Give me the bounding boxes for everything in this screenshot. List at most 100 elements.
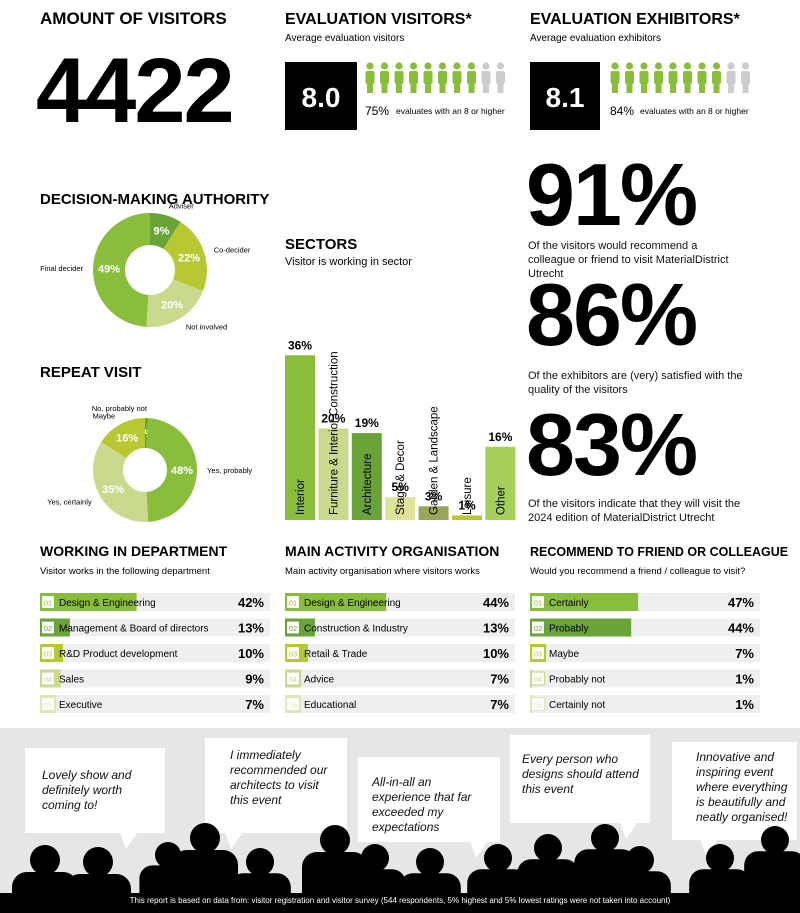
value-label: 44% xyxy=(483,595,509,610)
rank: 01 xyxy=(289,599,297,608)
person-icon xyxy=(741,62,750,70)
audience-head xyxy=(761,826,789,854)
percent: 84% xyxy=(610,104,634,118)
row-background xyxy=(285,644,515,662)
rank-box xyxy=(40,671,56,686)
value-label: 22% xyxy=(178,252,200,264)
rank-box xyxy=(40,620,56,635)
audience-head xyxy=(361,844,389,872)
category-label: Garden & Landscape xyxy=(429,406,441,515)
category-label: Yes, probably xyxy=(207,466,252,475)
donut-segment xyxy=(145,418,149,449)
person-icon xyxy=(425,82,431,93)
category-label: No, probably not xyxy=(92,404,148,413)
value-label: 42% xyxy=(238,595,264,610)
chart-subtitle: Main activity organisation where visitor… xyxy=(285,566,480,577)
speech-tail xyxy=(700,839,718,856)
category-label: Co-decider xyxy=(214,245,251,254)
category-label: Interior xyxy=(295,479,307,515)
rank-box xyxy=(285,645,301,661)
donut-segment xyxy=(93,213,150,327)
rank-box xyxy=(285,620,301,635)
chart-title: MAIN ACTIVITY ORGANISATION xyxy=(285,543,499,559)
value-label: 7% xyxy=(735,646,754,661)
footer-note: This report is based on data from: visit… xyxy=(129,896,671,905)
donut-segment xyxy=(150,213,181,249)
section-subtitle: Average evaluation visitors xyxy=(285,33,404,44)
person-icon xyxy=(697,71,707,84)
rank: 05 xyxy=(44,701,52,710)
person-icon xyxy=(639,71,649,84)
person-icon xyxy=(467,62,476,70)
person-icon xyxy=(380,62,389,70)
testimonial: Lovely show and definitely worth coming … xyxy=(42,768,132,812)
value-label: 1% xyxy=(458,498,476,512)
person-icon xyxy=(654,62,663,70)
value-label: 36% xyxy=(288,338,312,352)
big-stat: 91% xyxy=(526,145,696,244)
person-icon xyxy=(424,62,432,70)
stat-description: Of the visitors indicate that they will … xyxy=(528,498,741,524)
value-label: 49% xyxy=(98,264,120,276)
row-background xyxy=(285,669,515,688)
donut-segment xyxy=(146,418,198,522)
row-background xyxy=(285,618,515,637)
audience-head xyxy=(30,845,60,875)
audience-head xyxy=(767,857,793,883)
value-label: 7% xyxy=(490,672,509,687)
person-icon xyxy=(410,82,417,93)
category-label: Stage & Decor xyxy=(395,440,407,515)
rank: 03 xyxy=(534,650,542,659)
speech-bubble xyxy=(358,757,500,842)
value-label: 7% xyxy=(490,697,509,712)
person-icon xyxy=(654,71,663,84)
person-icon xyxy=(395,62,403,70)
category-label: Sales xyxy=(59,675,84,686)
bar xyxy=(385,497,416,520)
value-label: 7% xyxy=(245,697,264,712)
row-background xyxy=(40,695,270,713)
audience-head xyxy=(190,823,220,853)
speech-bubble xyxy=(25,748,165,833)
big-stat: 83% xyxy=(526,395,696,494)
donut-segment xyxy=(146,279,203,327)
category-label: Management & Board of directors xyxy=(59,624,209,635)
person-icon xyxy=(439,82,446,93)
person-icon xyxy=(438,71,447,84)
bar xyxy=(530,593,639,611)
person-icon xyxy=(728,82,734,93)
bar xyxy=(40,593,137,611)
person-icon xyxy=(380,71,389,84)
category-label: Adviser xyxy=(169,202,195,211)
value-label: 5% xyxy=(392,480,410,494)
person-icon xyxy=(670,82,676,93)
person-icon xyxy=(454,82,460,93)
bar xyxy=(530,618,632,637)
person-icon xyxy=(698,62,706,70)
category-label: Probably xyxy=(549,624,588,635)
value-label: 13% xyxy=(238,621,264,636)
section-title: AMOUNT OF VISITORS xyxy=(40,9,227,28)
person-icon xyxy=(668,71,678,84)
category-label: Educational xyxy=(304,700,356,711)
value-label: 13% xyxy=(483,621,509,636)
person-icon xyxy=(713,82,720,93)
speech-tail xyxy=(470,841,488,858)
row-background xyxy=(40,644,270,662)
bar xyxy=(418,506,449,520)
row-background xyxy=(530,695,760,713)
row-background xyxy=(40,618,270,637)
category-label: Not involved xyxy=(186,323,227,332)
person-icon xyxy=(481,71,491,84)
person-icon xyxy=(438,62,447,70)
bar xyxy=(318,428,349,520)
value-label: 16% xyxy=(488,430,512,444)
bar xyxy=(452,515,482,520)
person-icon xyxy=(381,82,388,93)
audience-head xyxy=(484,844,512,872)
person-icon xyxy=(468,82,475,93)
person-icon xyxy=(497,82,504,93)
person-icon xyxy=(742,82,749,93)
person-icon xyxy=(366,62,374,70)
